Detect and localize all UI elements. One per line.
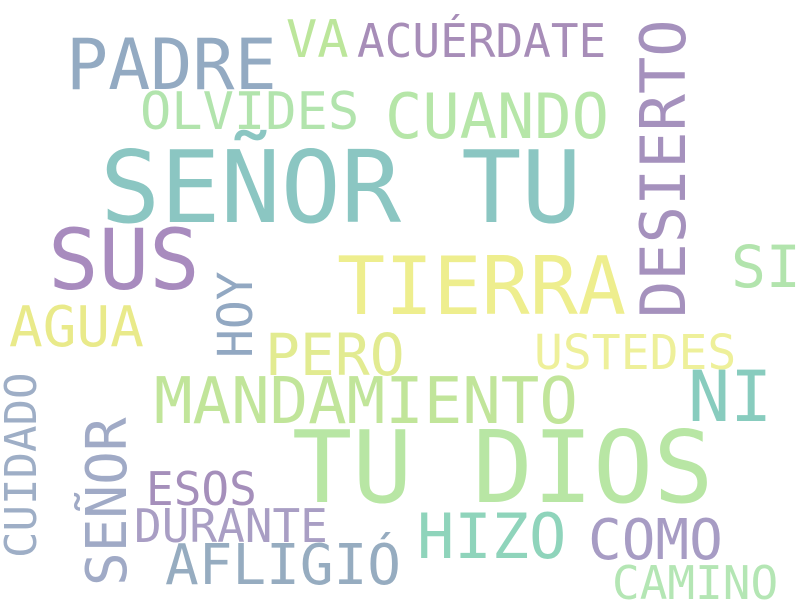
word-pero: PERO <box>265 321 405 389</box>
word-ni: NI <box>688 356 773 438</box>
word-ustedes: USTEDES <box>534 325 737 381</box>
word-afligio: AFLIGIÓ <box>165 533 402 598</box>
word-cuando: CUANDO <box>385 80 609 153</box>
word-si: SI <box>731 233 800 301</box>
word-tierra: TIERRA <box>337 240 626 333</box>
word-senor: SEÑOR <box>75 417 140 586</box>
word-sus: SUS <box>48 211 200 309</box>
word-agua: AGUA <box>9 295 144 360</box>
word-acuerdate: ACUÉRDATE <box>357 14 607 68</box>
word-va: VA <box>286 10 349 70</box>
word-esos: ESOS <box>146 462 257 516</box>
word-como: COMO <box>588 508 723 573</box>
word-hizo: HIZO <box>417 500 567 573</box>
word-desierto: DESIERTO <box>627 19 700 318</box>
word-cuidado: CUIDADO <box>0 372 47 558</box>
word-olvides: OLVIDES <box>140 82 360 142</box>
word-senor-tu: SEÑOR TU <box>100 129 582 246</box>
word-tu-dios: TU DIOS <box>292 409 714 526</box>
word-durante: DURANTE <box>134 499 328 553</box>
word-mandamiento: MANDAMIENTO <box>154 365 578 439</box>
word-padre: PADRE <box>66 24 277 106</box>
word-camino: CAMINO <box>612 556 779 600</box>
word-hoy: HOY <box>208 271 264 358</box>
